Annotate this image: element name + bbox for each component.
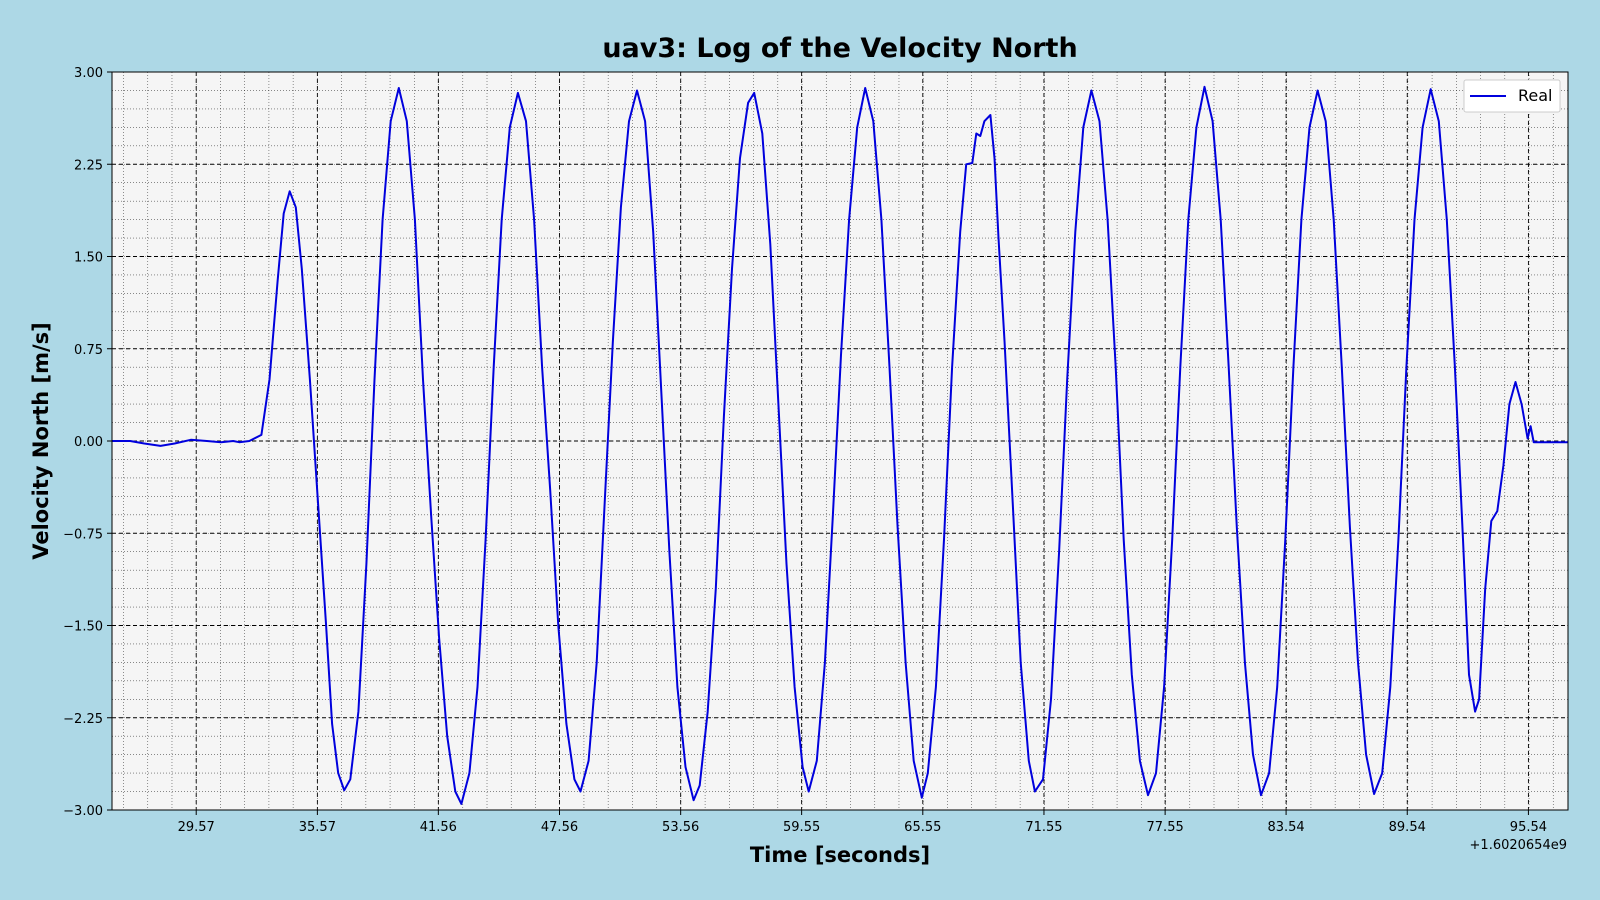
x-tick-label: 41.56 (420, 820, 457, 835)
y-tick-label: −2.25 (63, 712, 103, 727)
x-tick-label: 95.54 (1510, 820, 1547, 835)
x-tick-label: 77.55 (1147, 820, 1184, 835)
y-tick-label: 2.25 (74, 158, 103, 173)
y-tick-label: −1.50 (63, 620, 103, 635)
y-tick-label: −3.00 (63, 804, 103, 819)
y-tick-label: 3.00 (74, 66, 103, 81)
x-tick-label: 89.54 (1389, 820, 1426, 835)
y-tick-label: 0.00 (74, 435, 103, 450)
x-axis-label: Time [seconds] (750, 843, 930, 867)
axis-ticks: 29.57 35.57 41.56 47.56 53.56 59.55 65.55 71.55… (63, 66, 1547, 835)
legend: Real (1463, 79, 1561, 113)
x-tick-label: 53.56 (662, 820, 699, 835)
x-axis-offset-label: +1.6020654e9 (1470, 838, 1567, 853)
y-tick-label: −0.75 (63, 527, 103, 542)
x-tick-label: 71.55 (1025, 820, 1062, 835)
legend-box (1463, 79, 1561, 113)
grid-lines (112, 71, 1568, 811)
series-line-real (112, 85, 1568, 805)
chart-title: uav3: Log of the Velocity North (602, 33, 1077, 64)
y-axis-label: Velocity North [m/s] (29, 322, 53, 560)
x-tick-label: 35.57 (299, 820, 336, 835)
y-tick-label: 0.75 (74, 343, 103, 358)
series-layer (112, 85, 1568, 805)
y-tick-label: 1.50 (74, 251, 103, 266)
x-tick-label: 65.55 (904, 820, 941, 835)
x-tick-label: 29.57 (178, 820, 215, 835)
x-tick-label: 83.54 (1267, 820, 1304, 835)
legend-label-real: Real (1518, 86, 1553, 105)
x-tick-label: 47.56 (541, 820, 578, 835)
x-tick-label: 59.55 (783, 820, 820, 835)
